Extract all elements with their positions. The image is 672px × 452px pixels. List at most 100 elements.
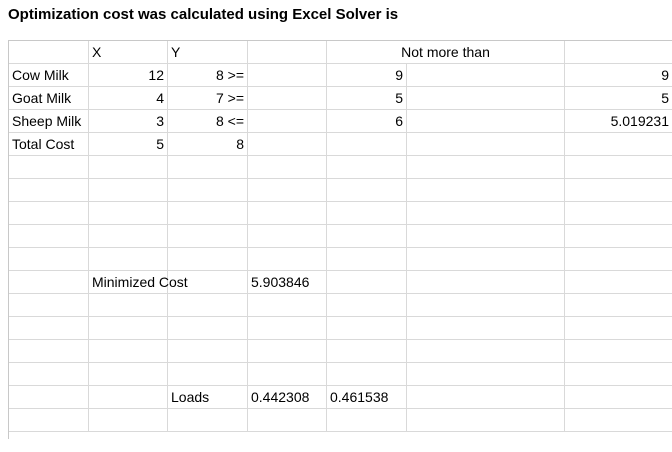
sheet-cell[interactable]	[565, 386, 672, 409]
sheet-cell[interactable]	[407, 110, 565, 133]
sheet-cell[interactable]: 6	[327, 110, 407, 133]
sheet-cell[interactable]	[407, 386, 565, 409]
sheet-cell[interactable]	[327, 133, 407, 156]
sheet-cell[interactable]	[327, 294, 407, 317]
sheet-cell[interactable]: Minimized Cost	[89, 271, 188, 294]
sheet-cell[interactable]	[9, 386, 89, 409]
sheet-cell[interactable]	[89, 363, 168, 386]
sheet-cell[interactable]: 7 >=	[168, 87, 248, 110]
sheet-cell[interactable]: 5	[89, 133, 168, 156]
sheet-cell[interactable]	[565, 271, 672, 294]
sheet-cell[interactable]: 9	[565, 64, 672, 87]
sheet-cell[interactable]	[565, 363, 672, 386]
sheet-cell[interactable]	[407, 156, 565, 179]
sheet-cell[interactable]	[565, 317, 672, 340]
sheet-cell[interactable]: 8 >=	[168, 64, 248, 87]
sheet-cell[interactable]	[565, 179, 672, 202]
sheet-cell[interactable]	[9, 363, 89, 386]
sheet-cell[interactable]: 8 <=	[168, 110, 248, 133]
sheet-cell[interactable]	[327, 271, 407, 294]
sheet-cell[interactable]	[168, 202, 248, 225]
spreadsheet-grid[interactable]: X Y Not more than Cow Milk 12 8 >= 9 9 Goat Milk…	[8, 40, 672, 439]
sheet-cell[interactable]	[565, 225, 672, 248]
sheet-cell[interactable]	[9, 317, 89, 340]
sheet-cell[interactable]	[89, 225, 168, 248]
sheet-cell[interactable]	[89, 202, 168, 225]
sheet-cell[interactable]	[168, 340, 248, 363]
sheet-cell[interactable]: 5	[327, 87, 407, 110]
sheet-cell[interactable]	[407, 317, 565, 340]
sheet-cell[interactable]	[248, 156, 327, 179]
sheet-cell[interactable]	[9, 179, 89, 202]
sheet-cell[interactable]: 8	[168, 133, 248, 156]
sheet-cell[interactable]	[565, 156, 672, 179]
sheet-cell[interactable]	[407, 363, 565, 386]
sheet-cell[interactable]	[89, 248, 168, 271]
sheet-cell[interactable]	[327, 156, 407, 179]
sheet-cell[interactable]	[327, 225, 407, 248]
sheet-cell[interactable]: 9	[327, 64, 407, 87]
sheet-cell[interactable]	[89, 294, 168, 317]
sheet-cell[interactable]	[9, 225, 89, 248]
sheet-cell[interactable]	[407, 87, 565, 110]
sheet-cell[interactable]	[407, 271, 565, 294]
sheet-cell[interactable]	[168, 363, 248, 386]
sheet-cell[interactable]	[248, 294, 327, 317]
sheet-cell[interactable]	[248, 64, 327, 87]
sheet-cell[interactable]	[248, 248, 327, 271]
sheet-cell[interactable]: Loads	[168, 386, 248, 409]
sheet-cell[interactable]	[168, 271, 248, 294]
sheet-cell[interactable]	[327, 202, 407, 225]
sheet-cell[interactable]	[565, 248, 672, 271]
sheet-cell[interactable]	[407, 248, 565, 271]
sheet-cell[interactable]	[407, 64, 565, 87]
sheet-cell[interactable]	[248, 340, 327, 363]
sheet-cell[interactable]	[89, 156, 168, 179]
sheet-cell[interactable]	[9, 340, 89, 363]
sheet-cell[interactable]	[89, 179, 168, 202]
sheet-cell[interactable]	[248, 87, 327, 110]
sheet-cell[interactable]: X	[89, 41, 168, 64]
sheet-cell[interactable]	[248, 363, 327, 386]
sheet-cell[interactable]: Y	[168, 41, 248, 64]
sheet-cell[interactable]: Goat Milk	[9, 87, 89, 110]
sheet-cell[interactable]	[89, 409, 168, 432]
sheet-cell[interactable]: 0.461538	[327, 386, 407, 409]
sheet-cell[interactable]: 12	[89, 64, 168, 87]
sheet-cell[interactable]	[407, 294, 565, 317]
sheet-cell[interactable]	[565, 133, 672, 156]
sheet-cell[interactable]	[168, 248, 248, 271]
sheet-cell[interactable]	[9, 202, 89, 225]
sheet-cell[interactable]	[327, 317, 407, 340]
sheet-cell[interactable]	[9, 41, 89, 64]
sheet-cell[interactable]	[168, 156, 248, 179]
sheet-cell[interactable]	[407, 202, 565, 225]
sheet-cell[interactable]	[168, 409, 248, 432]
sheet-cell[interactable]	[168, 225, 248, 248]
sheet-cell[interactable]	[407, 133, 565, 156]
sheet-cell[interactable]	[248, 41, 327, 64]
sheet-cell[interactable]	[565, 409, 672, 432]
sheet-cell[interactable]	[407, 340, 565, 363]
sheet-cell[interactable]	[168, 294, 248, 317]
sheet-cell[interactable]	[9, 409, 89, 432]
sheet-cell[interactable]	[9, 294, 89, 317]
sheet-cell[interactable]	[248, 179, 327, 202]
sheet-cell[interactable]	[248, 202, 327, 225]
sheet-cell[interactable]	[9, 248, 89, 271]
sheet-cell[interactable]	[248, 317, 327, 340]
sheet-cell[interactable]	[407, 179, 565, 202]
sheet-cell[interactable]	[248, 409, 327, 432]
sheet-cell[interactable]: 5	[565, 87, 672, 110]
sheet-cell[interactable]	[565, 294, 672, 317]
sheet-cell[interactable]	[168, 317, 248, 340]
sheet-cell[interactable]: 0.442308	[248, 386, 327, 409]
sheet-cell[interactable]	[565, 41, 672, 64]
sheet-cell[interactable]	[565, 340, 672, 363]
sheet-cell[interactable]	[248, 133, 327, 156]
sheet-cell[interactable]	[407, 225, 565, 248]
sheet-cell[interactable]	[9, 156, 89, 179]
sheet-cell[interactable]	[327, 363, 407, 386]
sheet-cell[interactable]: Sheep Milk	[9, 110, 89, 133]
sheet-cell[interactable]	[89, 386, 168, 409]
